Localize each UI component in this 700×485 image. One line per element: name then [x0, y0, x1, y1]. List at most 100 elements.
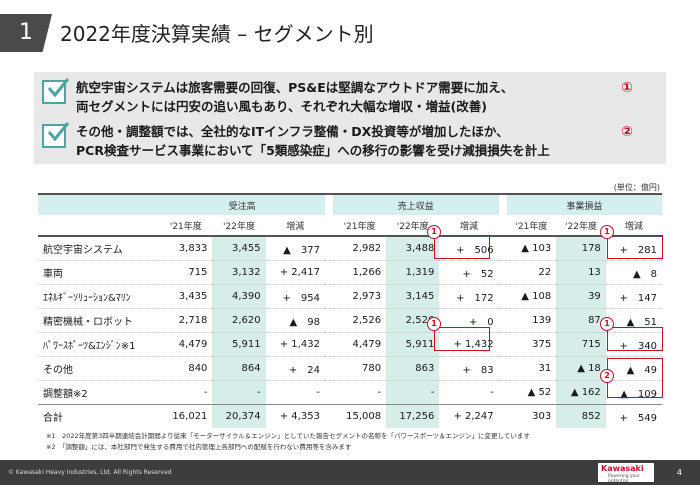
- highlight-box: [607, 235, 663, 259]
- table-cell: + 549: [605, 404, 662, 428]
- summary-box: 航空宇宙システムは旅客需要の回復、PS&Eは堅調なアウトドア需要に加え、 両セグメ…: [34, 72, 666, 164]
- unit-label: (単位：億円): [613, 183, 660, 192]
- footnote-1: ※1 2022年度第3四半期連結会計期間より従来「モーターサイクル＆エンジン」と…: [46, 432, 530, 440]
- column-gap: [324, 356, 333, 381]
- table-cell: 2,620: [212, 308, 266, 333]
- table-cell: -: [212, 380, 266, 405]
- annotation-2-marker: 2: [600, 369, 614, 383]
- highlight-box: [434, 235, 490, 259]
- table-cell: 13: [556, 260, 606, 285]
- table-cell: 31: [506, 356, 557, 381]
- table-cell: ▲ 108: [506, 284, 557, 309]
- table-cell: 863: [386, 356, 440, 381]
- table-cell: + 2,417: [265, 260, 325, 285]
- table-cell: ▲ 103: [506, 236, 557, 261]
- table-cell: 864: [212, 356, 266, 381]
- subcol-curr: '22年度: [212, 215, 266, 237]
- column-gap: [324, 404, 333, 428]
- table-cell: + 147: [605, 284, 662, 309]
- subcol-change: 増減: [439, 215, 499, 237]
- table-cell: ▲ 109: [605, 380, 662, 405]
- table-cell: 2,982: [332, 236, 387, 261]
- bullet-1-line2: 両セグメントには円安の追い風もあり、それぞれ大幅な増収・増益(改善): [76, 99, 487, 114]
- subcol-change: 増減: [265, 215, 325, 237]
- table-cell: 840: [159, 356, 213, 381]
- table-cell: 3,455: [212, 236, 266, 261]
- table-cell: ▲ 162: [556, 380, 606, 405]
- column-gap: [498, 260, 507, 285]
- logo-tagline: Powering your potential: [608, 474, 641, 484]
- annotation-1-marker: 1: [427, 317, 441, 331]
- table-row: その他 840 864 + 24 780 863 + 83 31 ▲ 18 ▲ 49: [38, 356, 662, 381]
- table-cell: ▲ 98: [265, 308, 325, 333]
- column-gap: [324, 380, 333, 405]
- table-cell: 5,911: [212, 332, 266, 357]
- table-cell: + 2,247: [439, 404, 499, 428]
- checkbox-icon: [42, 122, 70, 148]
- table-cell: ▲ 18: [556, 356, 606, 381]
- slide-number: 1: [0, 14, 52, 52]
- table-cell: 4,479: [159, 332, 213, 357]
- footnotes: ※1 2022年度第3四半期連結会計期間より従来「モーターサイクル＆エンジン」と…: [46, 431, 530, 453]
- footnote-2: ※2 「調整額」には、本社部門で発生する費用で社内管理上各部門への配賦を行わない…: [46, 443, 352, 451]
- table-cell: + 24: [265, 356, 325, 381]
- table-cell: -: [439, 380, 499, 405]
- table-cell: 303: [506, 404, 557, 428]
- column-gap: [324, 308, 333, 333]
- table-row: ﾊﾟﾜｰｽﾎﾟｰﾂ&ｴﾝｼﾞﾝ※1 4,479 5,911 + 1,432 4,479 5…: [38, 332, 662, 357]
- highlight-box: [607, 327, 663, 351]
- table-cell: 3,833: [159, 236, 213, 261]
- subcol-prev: '21年度: [159, 215, 213, 237]
- bullet-1: 航空宇宙システムは旅客需要の回復、PS&Eは堅調なアウトドア需要に加え、 両セグメ…: [42, 78, 662, 118]
- table-cell: 4,390: [212, 284, 266, 309]
- subcol-curr: '22年度: [386, 215, 440, 237]
- bullet-1-line1: 航空宇宙システムは旅客需要の回復、PS&Eは堅調なアウトドア需要に加え、: [76, 80, 514, 95]
- table-cell: 4,479: [332, 332, 387, 357]
- table-cell: + 281: [605, 236, 662, 261]
- table-cell: -: [265, 380, 325, 405]
- bullet-2: その他・調整額では、全社的なITインフラ整備・DX投資等が増加したほか、 PCR検…: [42, 122, 662, 162]
- table-row: ｴﾈﾙｷﾞｰｿﾘｭｰｼｮﾝ&ﾏﾘﾝ 3,435 4,390 + 954 2,973 3,1…: [38, 284, 662, 309]
- row-label: その他: [38, 356, 160, 381]
- table-cell: 22: [506, 260, 557, 285]
- table-cell: 1,319: [386, 260, 440, 285]
- table-cell: + 0: [439, 308, 499, 333]
- table-cell: 2,973: [332, 284, 387, 309]
- column-gap: [498, 308, 507, 333]
- column-gap: [498, 284, 507, 309]
- bullet-2-line1: その他・調整額では、全社的なITインフラ整備・DX投資等が増加したほか、: [76, 124, 509, 139]
- table-cell: 715: [556, 332, 606, 357]
- table-cell: 16,021: [159, 404, 213, 428]
- copyright: © Kawasaki Heavy Industries, Ltd. All Ri…: [8, 469, 172, 476]
- row-label: ﾊﾟﾜｰｽﾎﾟｰﾂ&ｴﾝｼﾞﾝ※1: [38, 332, 160, 357]
- segment-table: 受注高 売上収益 事業損益 '21年度 '22年度 増減 '21年度 '22年度…: [38, 193, 662, 428]
- table-cell: + 954: [265, 284, 325, 309]
- table-cell: 15,008: [332, 404, 387, 428]
- column-gap: [324, 332, 333, 357]
- table-row: 調整額※2- - - - - - ▲ 52 ▲ 162 ▲ 109: [38, 380, 662, 405]
- table-cell: 1,266: [332, 260, 387, 285]
- logo-text: Kawasaki: [601, 464, 644, 473]
- table-row: 航空宇宙システム 3,833 3,455 ▲ 377 2,982 3,488 + 506 ▲ …: [38, 236, 662, 261]
- table-row: 精密機械・ロボット 2,718 2,620 ▲ 98 2,526 2,526 + 0 139 8…: [38, 308, 662, 333]
- slide-title: 2022年度決算実績 – セグメント別: [60, 22, 374, 46]
- subcol-prev: '21年度: [506, 215, 557, 237]
- table-row: 車両 715 3,132 + 2,417 1,266 1,319 + 52 22 13 ▲ 8: [38, 260, 662, 285]
- table-cell: 17,256: [386, 404, 440, 428]
- kawasaki-logo: Kawasaki Powering your potential: [598, 463, 654, 484]
- table-cell: -: [159, 380, 213, 405]
- column-gap: [324, 260, 333, 285]
- annotation-1-marker: 1: [600, 317, 614, 331]
- column-gap: [498, 404, 507, 428]
- column-gap: [498, 356, 507, 381]
- column-gap: [324, 284, 333, 309]
- table-cell: + 1,432: [265, 332, 325, 357]
- title-bar: 1 2022年度決算実績 – セグメント別: [0, 0, 700, 60]
- table-cell: 2,526: [332, 308, 387, 333]
- table-cell: 87: [556, 308, 606, 333]
- annotation-1-marker: 1: [427, 225, 441, 239]
- table-cell: ▲ 8: [605, 260, 662, 285]
- row-label: 調整額※2: [38, 380, 160, 405]
- table-cell: + 83: [439, 356, 499, 381]
- table-cell: -: [332, 380, 387, 405]
